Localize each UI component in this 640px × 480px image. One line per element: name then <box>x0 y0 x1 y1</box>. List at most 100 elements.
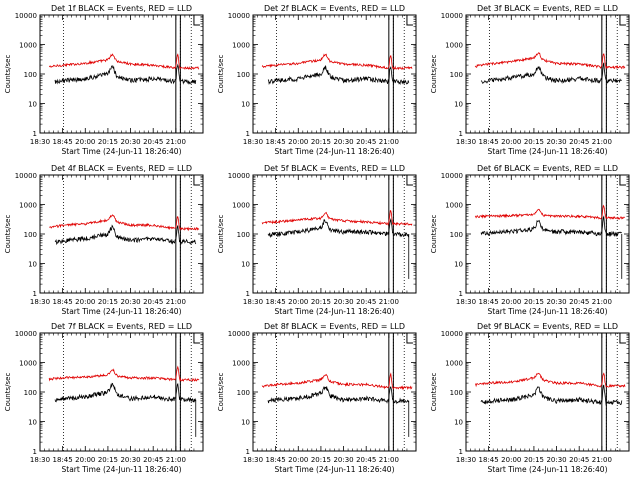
step-marker <box>193 175 200 186</box>
x-tick-label: 20:00 <box>501 456 521 464</box>
step-marker <box>193 333 200 344</box>
series-line-events <box>54 224 197 246</box>
y-tick-label: 10000 <box>15 12 37 20</box>
x-tick-label: 20:30 <box>333 456 353 464</box>
panel-title: Det 5f BLACK = Events, RED = LLD <box>264 164 405 173</box>
panel-title: Det 1f BLACK = Events, RED = LLD <box>51 4 192 13</box>
y-tick-label: 10000 <box>441 172 463 180</box>
y-tick-label: 100 <box>24 389 37 397</box>
x-tick-label: 18:30 <box>30 456 50 464</box>
y-tick-label: 100 <box>237 389 250 397</box>
x-tick-label: 20:15 <box>98 138 118 146</box>
series-line-lld <box>261 372 413 391</box>
x-tick-label: 18:30 <box>456 138 476 146</box>
x-tick-label: 20:45 <box>356 456 376 464</box>
panel-det-2f: Det 2f BLACK = Events, RED = LLD 1 10 100 10… <box>217 4 417 156</box>
x-tick-label: 20:00 <box>75 456 95 464</box>
x-tick-label: 20:45 <box>143 456 163 464</box>
y-tick-label: 1 <box>246 448 250 456</box>
y-axis-label: Counts/sec <box>4 373 12 412</box>
series-line-lld <box>475 372 626 388</box>
panel-title: Det 4f BLACK = Events, RED = LLD <box>51 164 192 173</box>
y-tick-label: 1000 <box>232 202 250 210</box>
x-tick-label: 18:45 <box>53 456 73 464</box>
panel-det-6f: Det 6f BLACK = Events, RED = LLD 1 10 100 10… <box>430 164 630 316</box>
y-tick-label: 1 <box>246 130 250 138</box>
step-marker <box>406 333 413 344</box>
y-axis-label: Counts/sec <box>217 373 225 412</box>
series-line-events <box>54 63 197 85</box>
y-tick-label: 1 <box>459 448 463 456</box>
y-tick-label: 10 <box>454 261 463 269</box>
x-tick-label: 20:45 <box>356 138 376 146</box>
y-tick-label: 10 <box>454 419 463 427</box>
panel-title: Det 7f BLACK = Events, RED = LLD <box>51 322 192 331</box>
x-tick-label: 21:00 <box>166 298 186 306</box>
y-axis-label: Counts/sec <box>4 215 12 254</box>
x-tick-label: 20:00 <box>75 298 95 306</box>
plot-frame <box>465 174 630 294</box>
x-tick-label: 20:45 <box>569 456 589 464</box>
x-tick-label: 20:00 <box>501 138 521 146</box>
y-tick-label: 1 <box>459 130 463 138</box>
x-axis-label: Start Time (24-Jun-11 18:26:40) <box>62 147 182 156</box>
y-tick-label: 100 <box>450 231 463 239</box>
y-axis-label: Counts/sec <box>217 215 225 254</box>
y-tick-label: 10000 <box>441 12 463 20</box>
x-tick-label: 20:30 <box>546 298 566 306</box>
series-line-lld <box>261 53 413 71</box>
x-tick-label: 20:00 <box>501 298 521 306</box>
panel-title: Det 8f BLACK = Events, RED = LLD <box>264 322 405 331</box>
x-tick-label: 21:00 <box>166 456 186 464</box>
y-tick-label: 1000 <box>445 42 463 50</box>
y-tick-label: 1 <box>246 290 250 298</box>
x-tick-label: 21:00 <box>379 298 399 306</box>
y-tick-label: 100 <box>450 71 463 79</box>
panel-title: Det 3f BLACK = Events, RED = LLD <box>477 4 618 13</box>
x-tick-label: 20:15 <box>311 456 331 464</box>
y-tick-label: 10 <box>28 419 37 427</box>
panel-det-3f: Det 3f BLACK = Events, RED = LLD 1 10 100 10… <box>430 4 630 156</box>
y-tick-label: 100 <box>450 389 463 397</box>
x-tick-label: 21:00 <box>379 138 399 146</box>
y-tick-label: 10 <box>28 101 37 109</box>
x-tick-label: 20:45 <box>143 138 163 146</box>
y-tick-label: 1 <box>459 290 463 298</box>
step-marker <box>619 15 626 26</box>
x-tick-label: 20:45 <box>143 298 163 306</box>
x-tick-label: 20:15 <box>524 138 544 146</box>
y-tick-label: 1000 <box>19 202 37 210</box>
x-tick-label: 18:30 <box>30 298 50 306</box>
y-tick-label: 10 <box>454 101 463 109</box>
series-line-events <box>267 218 410 238</box>
x-tick-label: 20:45 <box>569 298 589 306</box>
series-line-events <box>480 384 623 406</box>
step-marker <box>406 175 413 186</box>
x-tick-label: 20:30 <box>546 138 566 146</box>
x-tick-label: 18:45 <box>266 138 286 146</box>
y-axis-label: Counts/sec <box>430 373 438 412</box>
y-axis-label: Counts/sec <box>430 55 438 94</box>
y-tick-label: 10000 <box>441 330 463 338</box>
series-line-lld <box>48 214 200 232</box>
y-axis-label: Counts/sec <box>430 215 438 254</box>
y-tick-label: 1 <box>33 448 37 456</box>
x-tick-label: 18:30 <box>243 456 263 464</box>
series-line-events <box>480 215 622 237</box>
y-tick-label: 10000 <box>228 12 250 20</box>
x-tick-label: 20:00 <box>288 456 308 464</box>
x-tick-label: 20:30 <box>120 456 140 464</box>
x-tick-label: 20:30 <box>120 298 140 306</box>
y-tick-label: 100 <box>237 71 250 79</box>
step-marker <box>619 175 626 186</box>
x-tick-label: 18:30 <box>456 298 476 306</box>
panel-title: Det 2f BLACK = Events, RED = LLD <box>264 4 405 13</box>
y-axis-label: Counts/sec <box>4 55 12 94</box>
x-tick-label: 20:45 <box>356 298 376 306</box>
y-tick-label: 10 <box>28 261 37 269</box>
x-tick-label: 21:00 <box>592 138 612 146</box>
y-tick-label: 10 <box>241 419 250 427</box>
y-tick-label: 10 <box>241 261 250 269</box>
x-tick-label: 18:30 <box>243 298 263 306</box>
